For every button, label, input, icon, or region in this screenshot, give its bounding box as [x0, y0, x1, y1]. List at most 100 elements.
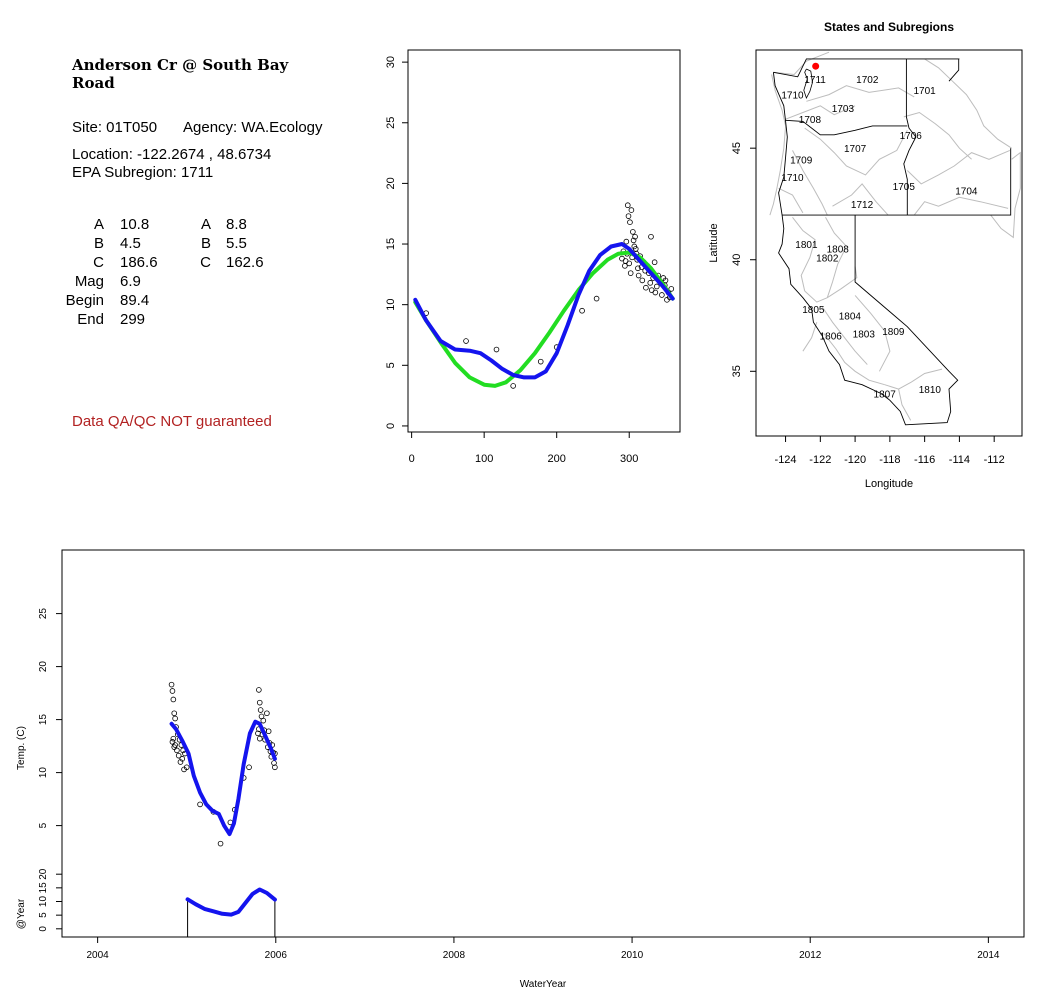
location-label: Location: -122.2674 , 48.6734	[72, 146, 272, 163]
subregion-boundary	[825, 217, 847, 298]
map-ylabel: Latitude	[708, 223, 720, 262]
temp-point	[183, 764, 190, 771]
y-tick-label: 30	[385, 56, 397, 68]
subregion-boundary	[906, 149, 1010, 185]
data-point	[463, 338, 469, 344]
param-value: 10.8	[120, 216, 150, 233]
y-tick-label-bottom: 5	[38, 912, 49, 918]
y-tick-label: 45	[731, 142, 743, 154]
region-label: 1807	[874, 390, 897, 401]
x-tick-label: -116	[914, 454, 935, 466]
region-label: 1711	[804, 75, 826, 86]
subregion-boundary	[990, 151, 1021, 239]
subregion-boundary	[804, 266, 858, 303]
temp-point	[179, 756, 186, 762]
temp-point	[169, 688, 176, 694]
y-tick-label: 10	[385, 299, 397, 311]
region-label: 1804	[839, 312, 862, 323]
subregion-boundary	[792, 150, 828, 216]
y-tick-label-top: 15	[38, 714, 49, 726]
temp-point	[272, 764, 278, 771]
data-point	[635, 272, 642, 279]
subregion-boundary	[785, 105, 856, 120]
data-point	[628, 207, 635, 213]
state-boundary	[772, 72, 959, 426]
temp-point	[170, 735, 177, 742]
region-label: 1802	[816, 254, 839, 265]
site-location-marker	[812, 62, 820, 70]
param-value: 4.5	[120, 235, 141, 252]
param-key: A	[93, 216, 104, 233]
data-point	[653, 283, 660, 290]
y-tick-label-bottom: 0	[38, 926, 49, 932]
param-value: 5.5	[226, 235, 247, 252]
x-tick-label: -118	[879, 454, 900, 466]
data-point	[662, 277, 669, 284]
x-tick-label: -114	[949, 454, 970, 466]
y-tick-label: 0	[385, 423, 397, 429]
temp-point	[172, 715, 178, 722]
y-tick-label: 15	[385, 238, 397, 250]
data-point	[635, 265, 641, 272]
puget-sound-outline	[803, 68, 813, 100]
subregion-label: EPA Subregion: 1711	[72, 164, 214, 181]
site-id-label: Site: 01T050	[72, 119, 158, 136]
temp-point	[271, 760, 277, 766]
temp-point	[171, 710, 178, 717]
data-point	[647, 280, 654, 286]
region-label: 1702	[856, 75, 879, 86]
data-point	[537, 358, 544, 365]
y-tick-label-top: 10	[38, 767, 49, 779]
temp-point	[168, 681, 175, 688]
temp-point	[246, 764, 252, 771]
data-point	[623, 238, 630, 245]
y-tick-label-top: 5	[38, 822, 49, 828]
timeseries-xlabel: WaterYear	[520, 979, 567, 990]
region-label: 1707	[844, 144, 867, 155]
region-label: 1709	[790, 155, 813, 166]
subregion-boundary	[778, 187, 804, 214]
region-label: 1808	[827, 245, 850, 256]
timeseries-ylabel-top: Temp. (C)	[16, 726, 27, 770]
data-point	[668, 286, 675, 292]
param-key: B	[93, 235, 104, 252]
qa-disclaimer: Data QA/QC NOT guaranteed	[72, 413, 272, 430]
region-label: 1705	[893, 182, 916, 193]
subregion-boundary	[854, 295, 891, 372]
data-point	[493, 346, 500, 353]
data-point	[510, 383, 516, 389]
data-point	[639, 277, 646, 284]
region-label: 1801	[795, 240, 818, 251]
data-point	[651, 259, 658, 266]
subregion-boundary	[903, 111, 972, 160]
region-label: 1809	[882, 327, 905, 338]
x-tick-label: 2010	[621, 950, 644, 961]
data-point	[648, 233, 654, 240]
year-fit-line	[185, 887, 277, 917]
region-label: 1703	[832, 104, 855, 115]
data-point	[627, 219, 633, 226]
x-tick-label: 2012	[799, 950, 822, 961]
temp-point	[264, 710, 270, 717]
subregion-boundary	[913, 196, 1009, 216]
temp-point	[197, 801, 203, 808]
data-point	[630, 229, 636, 235]
y-tick-label: 20	[385, 177, 397, 189]
region-label: 1810	[919, 385, 942, 396]
param-value: 8.8	[226, 216, 247, 233]
y-tick-label-bottom: 20	[38, 868, 49, 880]
subregion-boundary	[804, 127, 908, 176]
param-value: 186.6	[120, 254, 158, 271]
temp-point	[170, 696, 177, 703]
param-key: End	[77, 311, 104, 328]
param-key: A	[200, 216, 211, 233]
y-tick-label: 25	[385, 117, 397, 129]
param-key: Mag	[74, 273, 104, 290]
temp-point	[256, 687, 262, 693]
x-tick-label: -112	[984, 454, 1005, 466]
data-point	[593, 295, 600, 302]
data-point	[652, 289, 659, 296]
subregion-boundary	[823, 333, 885, 386]
temp-point	[257, 707, 264, 713]
